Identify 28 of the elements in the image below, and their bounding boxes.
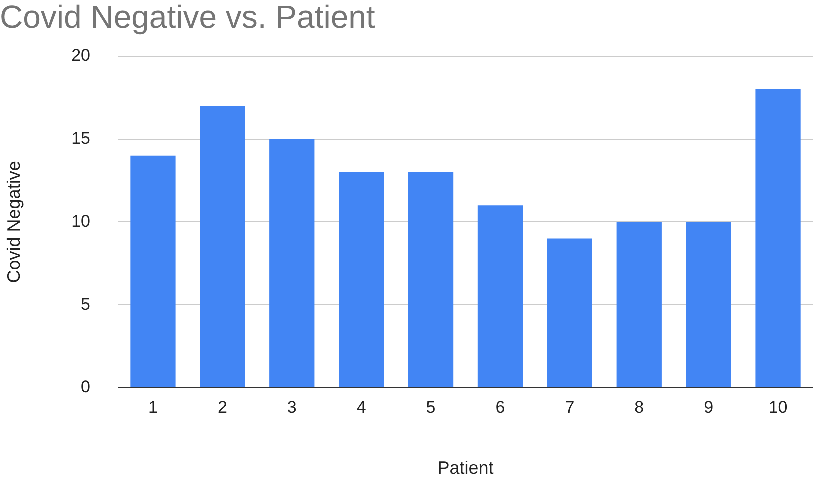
x-tick-label: 7 (565, 398, 575, 417)
bar (616, 222, 662, 388)
x-axis-title: Patient (438, 458, 494, 478)
bar (270, 139, 315, 388)
bar (756, 90, 801, 388)
bar (547, 238, 592, 388)
x-tick-label: 8 (634, 398, 644, 417)
x-tick-label: 6 (496, 398, 506, 417)
bar (478, 206, 524, 388)
x-tick-label: 9 (704, 398, 714, 417)
y-tick-label: 5 (81, 294, 91, 314)
x-tick-label: 2 (218, 398, 228, 417)
chart-title: Covid Negative vs. Patient (0, 0, 376, 36)
y-tick-label: 20 (72, 46, 91, 66)
y-tick-label: 10 (72, 212, 91, 231)
bar (200, 106, 246, 388)
bar (339, 172, 384, 388)
bar (408, 172, 454, 388)
bar (130, 156, 176, 388)
x-tick-label: 10 (768, 398, 788, 417)
x-tick-label: 1 (148, 398, 158, 417)
x-tick-label: 5 (426, 398, 436, 417)
x-tick-label: 4 (356, 398, 366, 417)
bar (686, 222, 732, 388)
y-tick-label: 0 (81, 378, 91, 397)
x-tick-label: 3 (287, 398, 297, 417)
y-tick-label: 15 (72, 128, 91, 148)
y-axis-title: Covid Negative (4, 161, 24, 284)
